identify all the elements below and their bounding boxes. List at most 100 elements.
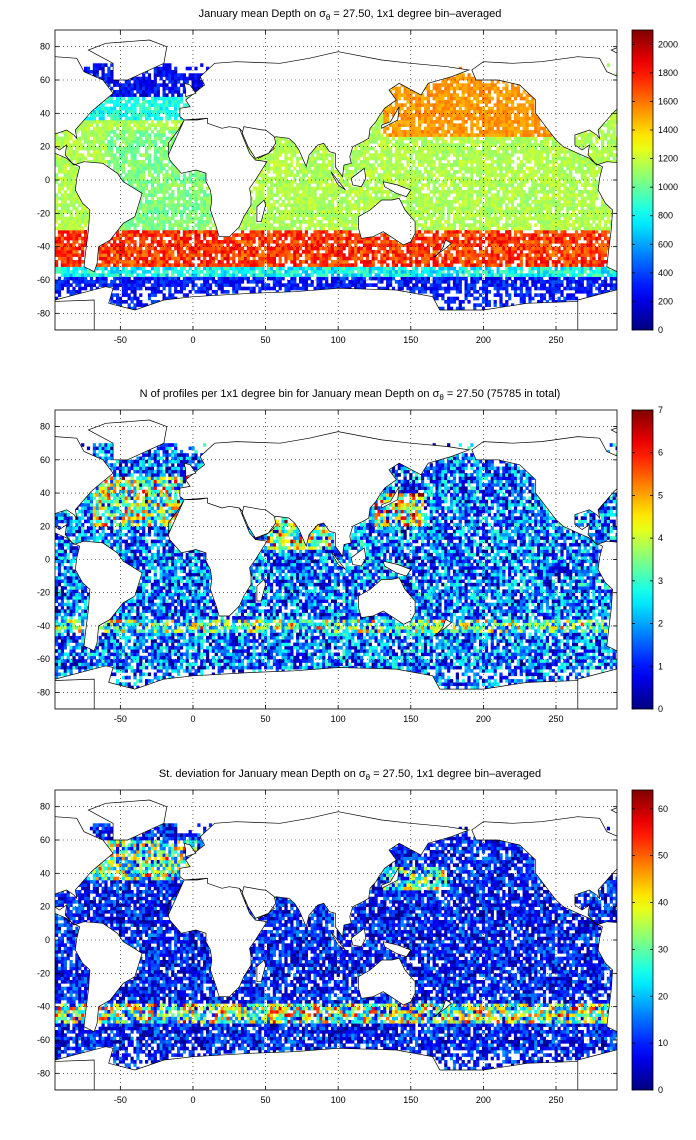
data-cell bbox=[220, 290, 224, 294]
data-cell bbox=[185, 260, 189, 264]
data-cell bbox=[310, 220, 314, 224]
data-cell bbox=[249, 250, 253, 254]
data-cell bbox=[554, 183, 558, 187]
data-cell bbox=[110, 243, 114, 247]
data-cell bbox=[281, 246, 285, 251]
data-cell bbox=[458, 270, 462, 274]
data-cell bbox=[299, 210, 303, 214]
data-cell bbox=[423, 263, 428, 267]
data-cell bbox=[249, 263, 253, 267]
data-cell bbox=[496, 233, 500, 237]
data-cell bbox=[368, 236, 372, 241]
data-cell bbox=[336, 213, 340, 217]
data-cell bbox=[551, 293, 555, 297]
data-cell bbox=[287, 230, 291, 234]
data-cell bbox=[307, 216, 311, 221]
data-cell bbox=[354, 240, 358, 244]
data-cell bbox=[412, 240, 416, 244]
data-cell bbox=[351, 190, 355, 194]
data-cell bbox=[418, 253, 422, 257]
data-cell bbox=[397, 260, 401, 264]
data-cell bbox=[322, 283, 326, 287]
data-cell bbox=[551, 196, 555, 201]
data-cell bbox=[415, 176, 419, 181]
data-cell bbox=[548, 253, 552, 257]
data-cell bbox=[444, 193, 448, 197]
data-cell bbox=[304, 226, 308, 231]
data-cell bbox=[502, 270, 506, 274]
data-cell bbox=[493, 280, 497, 284]
data-cell bbox=[278, 243, 282, 247]
data-cell bbox=[322, 186, 326, 191]
data-cell bbox=[415, 256, 419, 261]
data-cell bbox=[255, 253, 259, 257]
data-cell bbox=[66, 203, 70, 207]
data-cell bbox=[531, 180, 535, 184]
data-cell bbox=[336, 250, 340, 254]
data-cell bbox=[342, 230, 346, 234]
data-cell bbox=[493, 200, 497, 204]
data-cell bbox=[429, 223, 433, 227]
data-cell bbox=[72, 240, 76, 244]
data-cell bbox=[354, 186, 358, 191]
data-cell bbox=[415, 230, 419, 234]
data-cell bbox=[598, 210, 602, 214]
data-cell bbox=[348, 283, 352, 287]
data-cell bbox=[598, 290, 602, 294]
data-cell bbox=[490, 230, 494, 234]
data-cell bbox=[339, 243, 343, 247]
data-cell bbox=[519, 220, 523, 224]
data-cell bbox=[130, 240, 134, 244]
data-cell bbox=[63, 176, 67, 181]
data-cell bbox=[290, 203, 294, 207]
data-cell bbox=[603, 233, 608, 237]
data-cell bbox=[426, 246, 430, 251]
data-cell bbox=[322, 273, 326, 277]
data-cell bbox=[569, 256, 573, 261]
data-cell bbox=[313, 246, 317, 251]
data-cell bbox=[182, 240, 186, 244]
data-cell bbox=[179, 220, 184, 224]
data-cell bbox=[243, 276, 247, 281]
data-cell bbox=[560, 206, 564, 211]
data-cell bbox=[603, 253, 608, 257]
data-cell bbox=[409, 250, 413, 254]
data-cell bbox=[243, 213, 247, 217]
data-cell bbox=[548, 296, 552, 301]
data-cell bbox=[188, 260, 192, 264]
data-cell bbox=[548, 256, 552, 261]
data-cell bbox=[551, 296, 555, 301]
data-cell bbox=[75, 173, 79, 177]
data-cell bbox=[615, 270, 617, 274]
data-cell bbox=[246, 236, 250, 241]
data-cell bbox=[153, 203, 157, 207]
data-cell bbox=[374, 250, 378, 254]
data-cell bbox=[72, 193, 76, 197]
data-cell bbox=[574, 250, 579, 254]
data-cell bbox=[502, 213, 506, 217]
data-cell bbox=[516, 230, 520, 234]
data-cell bbox=[130, 233, 134, 237]
data-cell bbox=[63, 243, 67, 247]
data-cell bbox=[191, 253, 195, 257]
data-cell bbox=[116, 260, 120, 264]
data-cell bbox=[432, 190, 436, 194]
data-cell bbox=[447, 220, 451, 224]
data-cell bbox=[429, 253, 433, 257]
data-cell bbox=[330, 276, 335, 281]
data-cell bbox=[525, 176, 529, 181]
data-cell bbox=[147, 226, 152, 231]
data-cell bbox=[525, 180, 529, 184]
data-cell bbox=[458, 210, 462, 214]
data-cell bbox=[60, 230, 64, 234]
data-cell bbox=[560, 263, 564, 267]
data-cell bbox=[406, 246, 410, 251]
data-cell bbox=[55, 263, 59, 267]
data-cell bbox=[316, 176, 320, 181]
data-cell bbox=[493, 303, 497, 307]
data-cell bbox=[421, 283, 425, 287]
data-cell bbox=[206, 253, 210, 257]
data-cell bbox=[301, 180, 306, 184]
data-cell bbox=[159, 273, 163, 277]
data-cell bbox=[127, 176, 131, 181]
